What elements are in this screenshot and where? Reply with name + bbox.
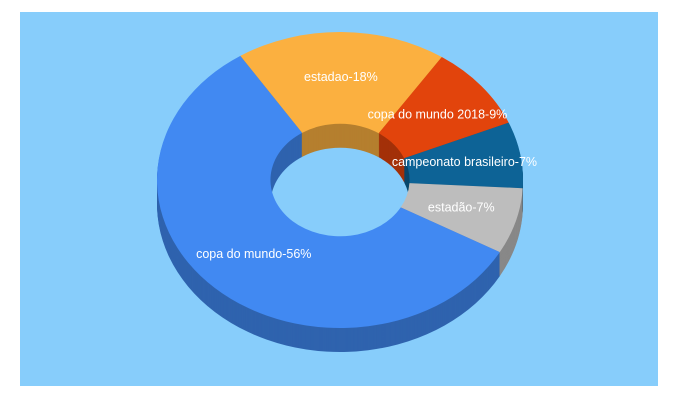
data-label: copa do mundo-56% bbox=[196, 247, 311, 261]
data-label: campeonato brasileiro-7% bbox=[392, 155, 537, 169]
slice bbox=[240, 31, 442, 134]
slice bbox=[378, 57, 509, 159]
slice bbox=[404, 122, 523, 189]
slice bbox=[156, 55, 500, 329]
slice bbox=[400, 183, 523, 253]
data-label: copa do mundo 2018-9% bbox=[368, 107, 508, 121]
data-label: estadao-18% bbox=[304, 70, 378, 84]
data-label: estadão-7% bbox=[428, 201, 495, 215]
